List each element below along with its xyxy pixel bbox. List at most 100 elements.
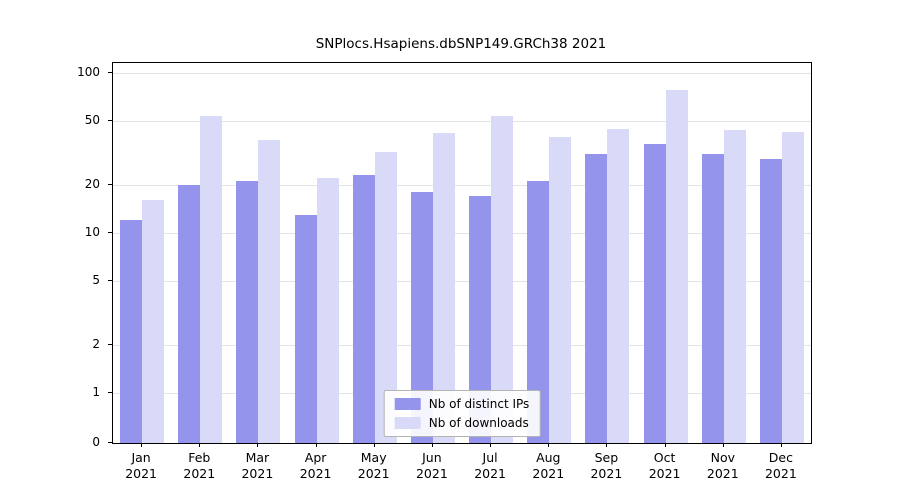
x-tick-mark xyxy=(257,443,259,447)
y-tick-label: 100 xyxy=(77,65,100,79)
x-tick-mark xyxy=(722,443,724,447)
x-tick-label: Sep 2021 xyxy=(571,450,641,482)
x-tick-label: Jun 2021 xyxy=(397,450,467,482)
legend-label-distinct-ips: Nb of distinct IPs xyxy=(428,397,530,411)
y-tick-mark xyxy=(108,120,112,122)
x-tick-month: Dec xyxy=(768,450,793,465)
x-tick-year: 2021 xyxy=(415,466,448,481)
y-tick-label: 1 xyxy=(92,385,100,399)
chart-title: SNPlocs.Hsapiens.dbSNP149.GRCh38 2021 xyxy=(315,36,607,52)
bar-downloads-jun xyxy=(432,133,455,443)
bar-distinct-ips-nov xyxy=(701,154,724,443)
x-tick-month: May xyxy=(360,450,387,465)
bar-downloads-jul xyxy=(491,115,514,443)
x-tick-label: Mar 2021 xyxy=(222,450,292,482)
x-tick-label: Jul 2021 xyxy=(455,450,525,482)
gridline xyxy=(113,73,811,74)
bar-downloads-sep xyxy=(607,128,630,443)
legend: Nb of distinct IPs Nb of downloads xyxy=(383,390,541,437)
legend-swatch-downloads xyxy=(394,417,421,429)
bar-downloads-jan xyxy=(142,200,165,443)
x-tick-label: Jan 2021 xyxy=(106,450,176,482)
x-tick-label: Oct 2021 xyxy=(630,450,700,482)
y-tick-mark xyxy=(108,392,112,393)
x-tick-month: Jan xyxy=(131,450,151,465)
x-tick-mark xyxy=(373,443,375,447)
gridline xyxy=(113,184,811,186)
plot-area: Nb of distinct IPs Nb of downloads xyxy=(112,62,812,444)
bar-distinct-ips-dec xyxy=(759,159,782,443)
bar-downloads-feb xyxy=(200,115,223,443)
x-tick-mark xyxy=(431,443,433,447)
x-tick-year: 2021 xyxy=(357,466,390,481)
bar-distinct-ips-jan xyxy=(120,220,143,443)
x-tick-mark xyxy=(664,443,666,447)
x-tick-mark xyxy=(780,443,782,447)
bar-downloads-nov xyxy=(723,130,746,443)
x-tick-year: 2021 xyxy=(241,466,274,481)
x-tick-year: 2021 xyxy=(183,466,216,481)
bar-distinct-ips-oct xyxy=(643,144,666,443)
x-tick-month: Sep xyxy=(594,450,619,465)
x-tick-year: 2021 xyxy=(125,466,157,481)
x-tick-month: Jul xyxy=(482,450,498,465)
gridline xyxy=(113,233,811,234)
x-tick-month: Feb xyxy=(188,450,211,465)
x-tick-month: Apr xyxy=(304,450,327,465)
x-tick-mark xyxy=(315,443,317,447)
x-tick-label: Feb 2021 xyxy=(164,450,234,482)
x-tick-year: 2021 xyxy=(648,466,681,481)
y-tick-mark xyxy=(108,183,112,185)
bar-distinct-ips-aug xyxy=(527,181,550,443)
bar-distinct-ips-sep xyxy=(585,154,608,443)
legend-item-downloads: Nb of downloads xyxy=(394,416,530,430)
gridline xyxy=(113,344,811,346)
x-tick-mark xyxy=(141,443,143,447)
legend-label-downloads: Nb of downloads xyxy=(428,416,529,430)
x-tick-year: 2021 xyxy=(590,466,623,481)
x-tick-month: Mar xyxy=(245,450,270,465)
legend-item-distinct-ips: Nb of distinct IPs xyxy=(394,397,530,411)
x-tick-mark xyxy=(548,443,550,447)
x-tick-month: Oct xyxy=(653,450,676,465)
x-tick-mark xyxy=(199,443,201,447)
x-tick-year: 2021 xyxy=(706,466,739,481)
y-tick-label: 2 xyxy=(92,336,100,351)
x-tick-label: Aug 2021 xyxy=(513,450,583,482)
bar-distinct-ips-feb xyxy=(178,184,201,443)
y-tick-mark xyxy=(108,232,112,233)
bar-distinct-ips-jul xyxy=(469,196,492,443)
bar-downloads-apr xyxy=(316,178,339,443)
x-tick-year: 2021 xyxy=(474,466,506,481)
bar-distinct-ips-jun xyxy=(410,192,433,443)
bar-downloads-mar xyxy=(258,140,281,443)
gridline xyxy=(113,281,811,283)
x-tick-year: 2021 xyxy=(299,466,332,481)
y-tick-label: 20 xyxy=(84,176,100,191)
bar-distinct-ips-apr xyxy=(294,214,317,443)
y-tick-label: 50 xyxy=(84,113,100,128)
bar-distinct-ips-mar xyxy=(236,181,259,443)
x-tick-year: 2021 xyxy=(532,466,565,481)
y-tick-mark xyxy=(108,442,112,443)
y-tick-mark xyxy=(108,343,112,345)
x-tick-label: Nov 2021 xyxy=(688,450,758,482)
y-tick-label: 10 xyxy=(84,225,100,239)
bar-downloads-dec xyxy=(781,131,804,443)
x-tick-month: Aug xyxy=(536,450,561,465)
bar-downloads-oct xyxy=(665,90,688,443)
x-tick-label: May 2021 xyxy=(339,450,409,482)
x-tick-month: Jun xyxy=(422,450,442,465)
y-tick-mark xyxy=(108,72,112,73)
x-tick-label: Dec 2021 xyxy=(746,450,816,482)
y-tick-label: 5 xyxy=(92,273,100,288)
x-tick-month: Nov xyxy=(710,450,735,465)
y-tick-label: 0 xyxy=(92,435,100,449)
bar-downloads-may xyxy=(374,152,397,443)
x-tick-year: 2021 xyxy=(764,466,797,481)
y-tick-mark xyxy=(108,280,112,282)
bar-downloads-aug xyxy=(549,136,572,443)
x-tick-label: Apr 2021 xyxy=(281,450,351,482)
gridline xyxy=(113,121,811,123)
